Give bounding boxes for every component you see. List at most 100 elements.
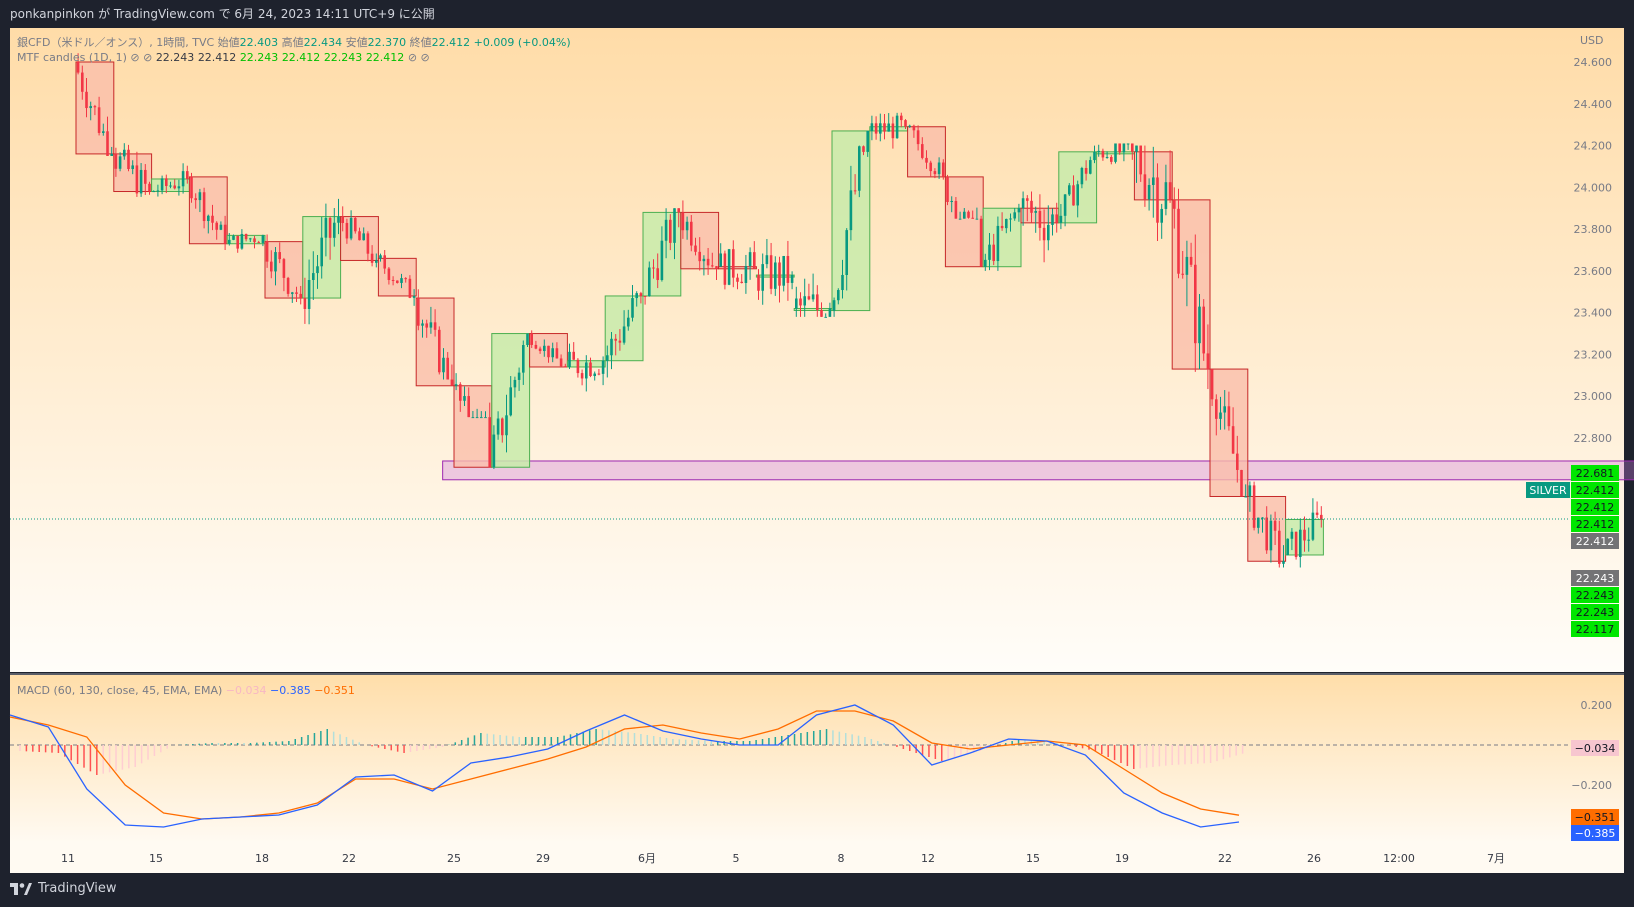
hourly-candle-body [652, 267, 655, 269]
hourly-candle-body [1252, 485, 1256, 528]
mtf-daily-candle [718, 266, 757, 270]
hourly-candle-body [1248, 485, 1252, 497]
hourly-candle-body [925, 157, 928, 163]
hourly-candle-body [324, 217, 328, 238]
hourly-candle-body [610, 338, 613, 356]
hourly-candle-body [769, 255, 773, 289]
mtf-value: 22.243 [323, 51, 363, 64]
hourly-candle-body [1122, 143, 1126, 153]
hourly-candle-body [1320, 514, 1323, 520]
time-axis-tick: 11 [61, 852, 75, 865]
hourly-candle-body [946, 176, 949, 203]
hourly-candle-body [160, 178, 164, 191]
macd-line-value: −0.385 [270, 684, 311, 697]
hourly-candle-body [585, 362, 588, 379]
hourly-candle-body [173, 185, 176, 189]
hourly-candle-body [286, 277, 290, 294]
time-axis-tick: 29 [536, 852, 550, 865]
hourly-candle-body [631, 298, 634, 318]
hourly-candle-body [1097, 150, 1100, 152]
hourly-candle-body [517, 372, 521, 380]
hourly-candle-body [908, 125, 911, 127]
hourly-candle-body [110, 153, 113, 156]
hourly-candle-body [874, 123, 878, 134]
hourly-candle-body [89, 106, 92, 109]
hourly-candle-body [547, 345, 550, 358]
hourly-candle-body [144, 169, 147, 184]
hourly-candle-body [774, 262, 777, 289]
macd-axis-tick: −0.200 [1571, 779, 1612, 792]
hourly-candle-body [236, 235, 239, 249]
macd-badge-text: −0.034 [1575, 742, 1616, 755]
hourly-candle-body [417, 298, 420, 326]
hourly-candle-body [958, 218, 962, 220]
publish-header: ponkanpinkon が TradingView.com で 6月 24, … [0, 0, 1634, 28]
mtf-daily-candle [188, 176, 228, 245]
price-axis-tick: 24.400 [1574, 98, 1613, 111]
hourly-candle-body [156, 190, 160, 192]
hourly-candle-body [719, 253, 722, 267]
mtf-daily-candle [944, 176, 984, 268]
hourly-candle-body [232, 235, 235, 240]
price-badge [1571, 570, 1619, 586]
hourly-candle-body [1026, 198, 1029, 201]
hourly-candle-body [354, 217, 357, 232]
mtf-legend[interactable]: MTF candles (1D, 1) ⊘ ⊘ 22.243 22.412 22… [17, 51, 430, 64]
hourly-candle-body [715, 266, 718, 269]
hourly-candle-body [1164, 182, 1168, 209]
hourly-candle-body [320, 237, 323, 267]
hourly-candle-body [559, 358, 563, 367]
hourly-candle-body [1131, 143, 1134, 152]
hourly-candle-body [933, 171, 937, 175]
hourly-candle-body [648, 267, 651, 297]
macd-legend[interactable]: MACD (60, 130, close, 45, EMA, EMA) −0.0… [17, 684, 355, 697]
hourly-candle-body [169, 185, 172, 187]
hourly-candle-body [1290, 531, 1294, 539]
hourly-candle-body [1294, 531, 1298, 558]
price-badge-text: 22.117 [1576, 623, 1615, 636]
hourly-candle-body [564, 366, 567, 368]
hourly-candle-body [412, 295, 416, 298]
hourly-candle-body [438, 329, 441, 373]
symbol-legend[interactable]: 銀CFD（米ドル／オンス）, 1時間, TVC 始値22.403 高値22.43… [17, 34, 571, 50]
hourly-candle-body [408, 278, 412, 298]
macd-axis-tick: 0.200 [1581, 699, 1613, 712]
hourly-candle-body [211, 215, 214, 223]
hourly-candle-body [887, 123, 890, 132]
eye-icon[interactable]: ⊘ ⊘ [130, 51, 153, 64]
price-badge [1571, 533, 1619, 549]
hourly-candle-body [1143, 174, 1147, 200]
hourly-candle-body [580, 373, 584, 379]
hourly-candle-body [1147, 185, 1151, 200]
hourly-candle-body [1257, 517, 1260, 528]
hourly-candle-body [379, 255, 382, 259]
symbol-tag-text: SILVER [1529, 484, 1567, 497]
hourly-candle-body [593, 373, 596, 377]
price-axis-tick: 23.200 [1574, 348, 1613, 361]
hourly-candle-body [883, 123, 886, 132]
macd-badge [1571, 740, 1619, 756]
hourly-candle-body [1189, 256, 1193, 265]
price-badge [1571, 465, 1619, 481]
hourly-candle-body [278, 252, 281, 260]
hourly-candle-body [1114, 143, 1117, 162]
hourly-candle-body [916, 130, 920, 145]
hourly-candle-body [215, 222, 218, 230]
price-badge [1571, 604, 1619, 620]
hourly-candle-body [1030, 200, 1033, 213]
hourly-candle-body [1009, 218, 1012, 220]
hourly-candle-body [135, 165, 139, 194]
time-axis-tick: 8 [838, 852, 845, 865]
tradingview-logo[interactable]: TradingView [10, 881, 117, 896]
hourly-candle-body [1265, 517, 1268, 551]
hourly-candle-body [270, 261, 273, 272]
hourly-candle-body [681, 212, 685, 231]
mtf-value: 22.243 [155, 51, 195, 64]
hourly-candle-body [522, 345, 525, 373]
hourly-candle-body [202, 192, 206, 222]
hourly-candle-body [757, 275, 760, 291]
settings-icon[interactable]: ⊘ ⊘ [407, 51, 430, 64]
hourly-candle-body [538, 348, 542, 352]
hourly-candle-body [1173, 199, 1176, 209]
